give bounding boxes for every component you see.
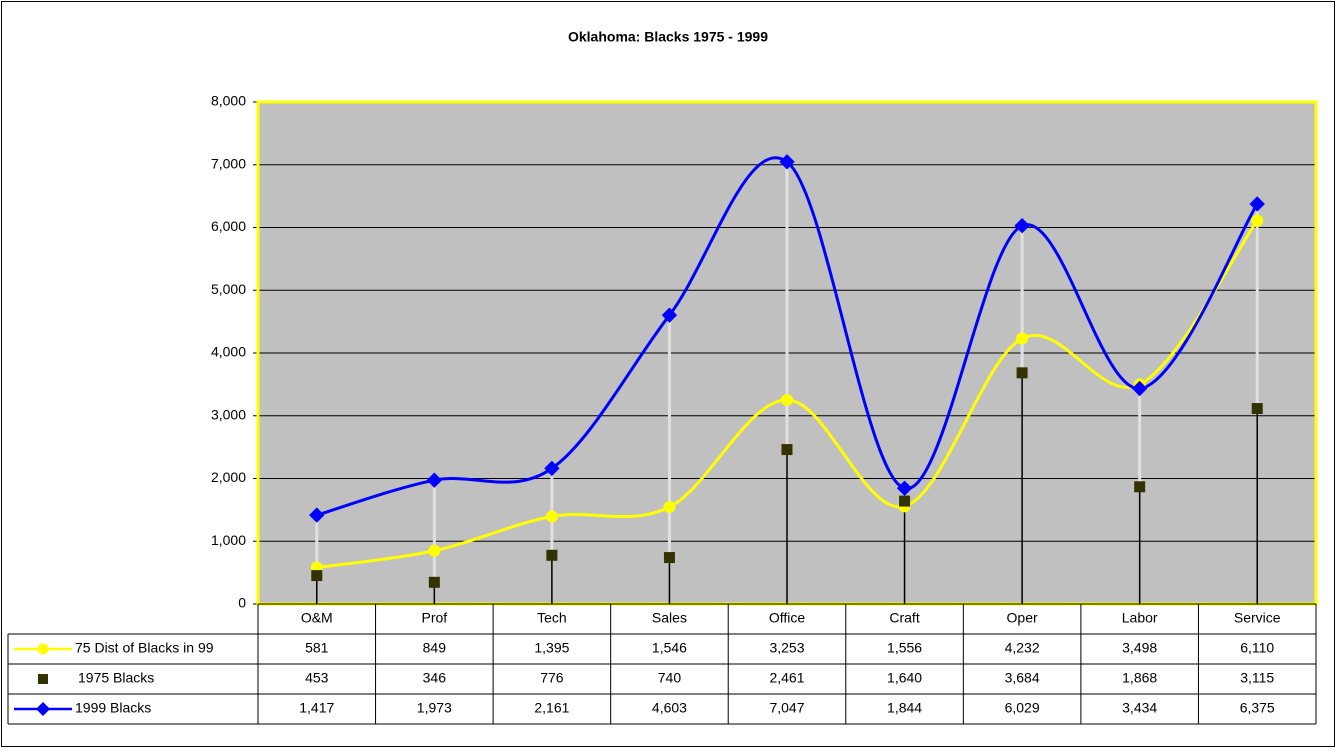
x-tick-label: Labor bbox=[1122, 610, 1158, 626]
point bbox=[544, 460, 560, 477]
point bbox=[38, 674, 48, 684]
point bbox=[780, 393, 794, 406]
table-value: 6,375 bbox=[1240, 700, 1275, 716]
table-value: 3,684 bbox=[1005, 670, 1040, 686]
x-tick-label: Office bbox=[769, 610, 806, 626]
legend-label: 1999 Blacks bbox=[75, 700, 151, 716]
table-value: 3,115 bbox=[1240, 670, 1274, 686]
y-tick-label: 7,000 bbox=[211, 155, 246, 171]
point bbox=[428, 544, 441, 557]
table-value: 1,868 bbox=[1122, 670, 1157, 686]
point bbox=[37, 643, 49, 655]
x-tick-label: O&M bbox=[301, 610, 333, 626]
table-value: 346 bbox=[423, 670, 447, 686]
table-value: 1,640 bbox=[887, 670, 922, 686]
table-value: 7,047 bbox=[769, 700, 804, 716]
x-tick-label: Service bbox=[1234, 610, 1281, 626]
y-tick-label: 4,000 bbox=[211, 344, 246, 360]
point bbox=[779, 154, 795, 170]
table-value: 4,603 bbox=[652, 700, 687, 716]
point bbox=[428, 576, 440, 588]
point bbox=[781, 444, 793, 456]
point bbox=[896, 480, 913, 496]
table-value: 6,110 bbox=[1240, 640, 1274, 656]
point bbox=[545, 510, 558, 523]
series-line bbox=[316, 156, 1259, 517]
x-tick-label: Craft bbox=[889, 610, 919, 626]
table-value: 4,232 bbox=[1005, 640, 1040, 656]
point bbox=[1134, 481, 1146, 493]
point bbox=[1016, 367, 1028, 379]
table-value: 3,434 bbox=[1122, 700, 1157, 716]
point bbox=[36, 702, 50, 716]
point bbox=[1014, 217, 1030, 234]
table-value: 1,417 bbox=[299, 700, 334, 716]
point bbox=[1131, 380, 1148, 397]
table-value: 1,395 bbox=[534, 640, 569, 656]
point bbox=[663, 500, 676, 514]
point bbox=[661, 307, 678, 323]
point bbox=[1249, 196, 1265, 212]
y-tick-label: 0 bbox=[238, 595, 246, 611]
y-tick-label: 6,000 bbox=[211, 218, 246, 234]
point bbox=[1251, 403, 1263, 415]
table-value: 776 bbox=[540, 670, 564, 686]
y-tick-label: 8,000 bbox=[211, 93, 246, 109]
table-value: 3,253 bbox=[769, 640, 804, 656]
legend-label: 1975 Blacks bbox=[78, 670, 154, 686]
y-tick-label: 2,000 bbox=[211, 469, 246, 485]
point bbox=[1251, 214, 1264, 227]
table-value: 849 bbox=[423, 640, 447, 656]
y-tick-label: 3,000 bbox=[211, 406, 246, 422]
table-value: 6,029 bbox=[1005, 700, 1040, 716]
table-value: 740 bbox=[658, 670, 682, 686]
x-tick-label: Sales bbox=[652, 610, 687, 626]
chart-title: Oklahoma: Blacks 1975 - 1999 bbox=[568, 29, 768, 45]
y-tick-label: 5,000 bbox=[211, 281, 246, 297]
table-value: 2,461 bbox=[769, 670, 804, 686]
y-tick-label: 1,000 bbox=[211, 532, 246, 548]
table-value: 1,844 bbox=[887, 700, 922, 716]
table-value: 1,546 bbox=[652, 640, 687, 656]
point bbox=[1016, 332, 1029, 345]
point bbox=[663, 552, 675, 564]
point bbox=[546, 549, 558, 561]
x-tick-label: Prof bbox=[421, 610, 447, 626]
table-value: 3,498 bbox=[1122, 640, 1157, 656]
table-value: 453 bbox=[305, 670, 329, 686]
point bbox=[309, 507, 325, 523]
x-tick-label: Tech bbox=[537, 610, 567, 626]
point bbox=[426, 472, 443, 488]
legend-label: 75 Dist of Blacks in 99 bbox=[75, 640, 214, 656]
table-value: 2,161 bbox=[534, 700, 569, 716]
point bbox=[311, 570, 323, 582]
table-value: 1,973 bbox=[417, 700, 452, 716]
table-value: 1,556 bbox=[887, 640, 922, 656]
point bbox=[899, 495, 911, 507]
table-value: 581 bbox=[305, 640, 329, 656]
series-line bbox=[316, 219, 1259, 570]
x-tick-label: Oper bbox=[1007, 610, 1038, 626]
